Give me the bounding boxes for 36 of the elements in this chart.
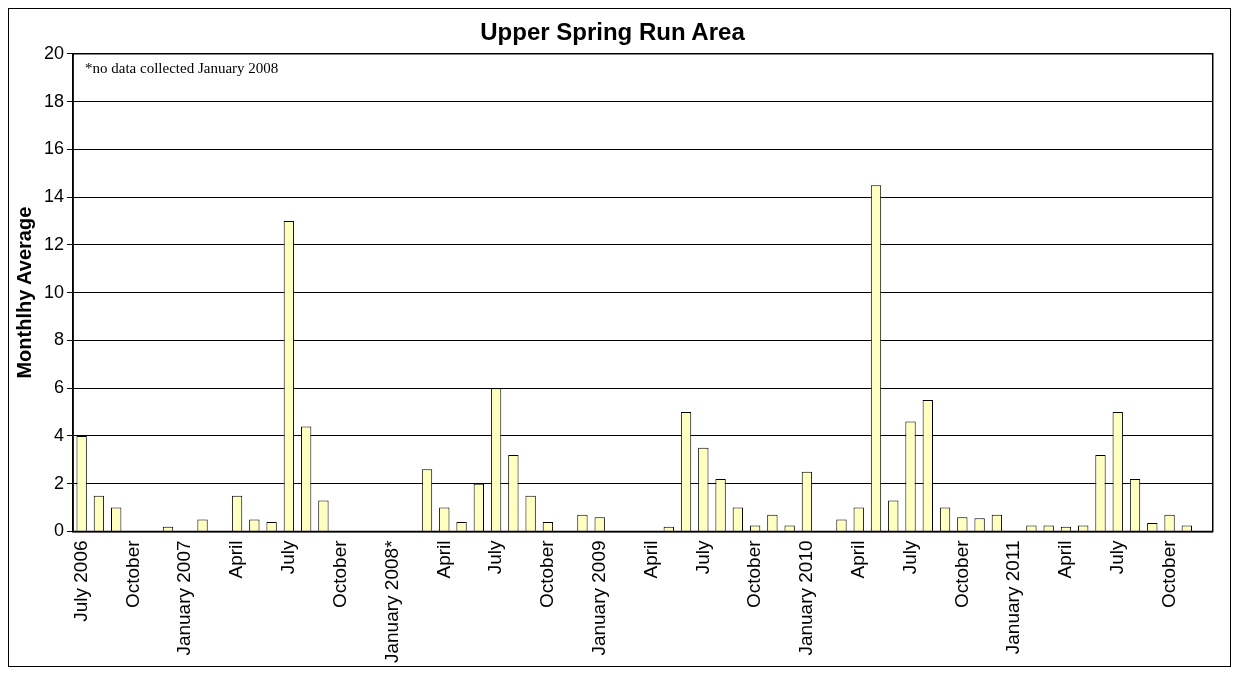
x-tick-label: October [536, 539, 558, 609]
y-tick-label: 8 [54, 329, 65, 350]
annotation: *no data collected January 2008 [85, 60, 279, 77]
x-tick-label: July [691, 539, 713, 575]
y-tick-label: 2 [54, 472, 65, 493]
x-tick-label: July [484, 539, 506, 575]
x-tick-label: October [328, 539, 350, 609]
x-tick-label: January 2009 [587, 540, 609, 656]
x-tick-label: October [743, 539, 765, 609]
y-tick-label: 20 [43, 42, 65, 63]
y-tick-label: 6 [54, 377, 65, 398]
y-tick-label: 16 [43, 138, 65, 159]
y-tick-label: 12 [43, 233, 65, 254]
y-axis-title: Monthlhy Average [12, 206, 35, 379]
x-tick-label: April [432, 540, 454, 579]
x-tick-label: January 2007 [173, 540, 195, 656]
x-tick-label: July 2006 [69, 540, 91, 622]
x-tick-label: January 2008* [380, 539, 402, 664]
x-tick-label: October [121, 539, 143, 609]
x-tick-label: October [1157, 539, 1179, 609]
y-tick-label: 14 [43, 186, 65, 207]
x-tick-label: April [846, 540, 868, 579]
y-tick-label: 4 [54, 424, 65, 445]
x-tick-label: July [898, 539, 920, 575]
x-tick-label: July [277, 539, 299, 575]
x-tick-label: April [225, 540, 247, 579]
x-tick-label: July [1105, 539, 1127, 575]
y-tick-label: 18 [43, 90, 65, 111]
chart-title: Upper Spring Run Area [480, 18, 746, 46]
x-tick-label: January 2010 [795, 540, 817, 656]
y-tick-label: 10 [43, 281, 65, 302]
x-tick-label: April [1054, 540, 1076, 579]
x-tick-label: October [950, 539, 972, 609]
y-tick-label: 0 [54, 520, 65, 541]
x-tick-label: January 2011 [1002, 540, 1024, 655]
x-tick-label: April [639, 540, 661, 579]
